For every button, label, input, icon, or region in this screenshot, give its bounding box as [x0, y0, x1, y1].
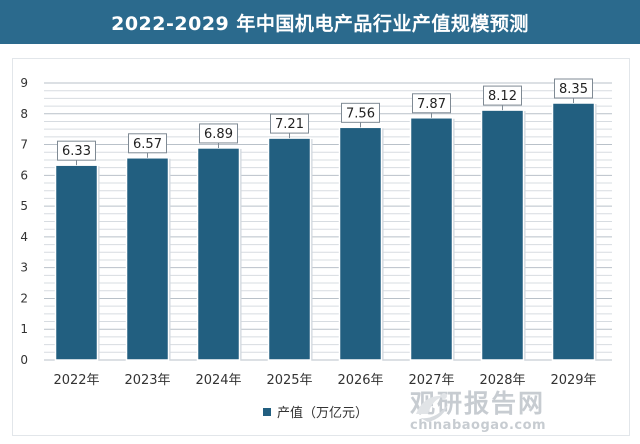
bar [125, 157, 170, 361]
chart-title: 2022-2029 年中国机电产品行业产值规模预测 [111, 12, 529, 35]
y-tick-label: 2 [20, 291, 28, 305]
y-tick-label: 1 [20, 322, 28, 336]
data-label: 6.57 [133, 137, 162, 152]
bars [54, 102, 597, 361]
data-label: 8.12 [488, 89, 517, 104]
watermark-logo-icon [416, 393, 448, 422]
x-tick-label: 2029年 [550, 373, 596, 388]
x-tick-label: 2022年 [53, 373, 99, 388]
data-label: 6.33 [62, 144, 91, 159]
y-tick-label: 9 [20, 76, 28, 90]
y-tick-label: 0 [20, 353, 28, 367]
data-label: 7.87 [417, 97, 446, 112]
y-axis-ticks: 0 1 2 3 4 5 6 7 8 9 [20, 76, 28, 367]
x-tick-label: 2028年 [479, 373, 525, 388]
y-tick-label: 6 [20, 168, 28, 182]
bar [54, 164, 99, 361]
data-label: 8.35 [559, 82, 588, 97]
watermark-site: chinabaogao.com [410, 417, 547, 433]
x-axis-ticks: 2022年 2023年 2024年 2025年 2026年 2027年 2028年 2029年 [53, 373, 596, 388]
legend-swatch [263, 407, 271, 416]
bar [338, 126, 383, 361]
bar [409, 117, 454, 361]
title-bar: 2022-2029 年中国机电产品行业产值规模预测 [0, 0, 640, 44]
data-label: 7.21 [275, 117, 304, 132]
y-tick-label: 7 [20, 138, 28, 152]
data-label: 7.56 [346, 106, 375, 121]
x-tick-label: 2025年 [266, 373, 312, 388]
watermark: 观研报告网 chinabaogao.com [410, 384, 636, 438]
data-label-box [199, 123, 238, 144]
y-tick-label: 3 [20, 261, 28, 275]
x-tick-label: 2026年 [337, 373, 383, 388]
bar [196, 147, 241, 361]
x-tick-label: 2027年 [408, 373, 454, 388]
y-tick-label: 4 [20, 230, 28, 244]
data-labels: 6.33 6.57 6.89 7.21 7.56 7.87 8.12 8.35 [57, 78, 593, 166]
y-tick-label: 8 [20, 107, 28, 121]
bar [267, 137, 312, 361]
legend: 产值（万亿元） [263, 402, 368, 421]
y-tick-label: 5 [20, 199, 28, 213]
data-label: 6.89 [204, 127, 233, 142]
bar [551, 102, 596, 361]
x-tick-label: 2023年 [124, 373, 170, 388]
legend-label: 产值（万亿元） [277, 406, 369, 421]
bar [480, 109, 525, 361]
x-tick-label: 2024年 [195, 373, 241, 388]
